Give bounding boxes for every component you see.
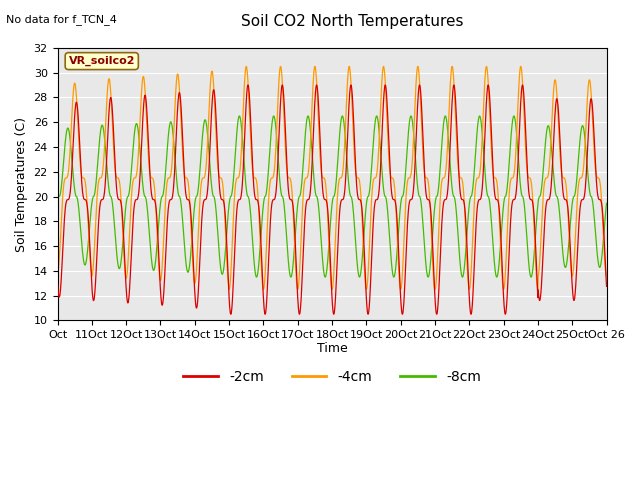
Y-axis label: Soil Temperatures (C): Soil Temperatures (C) [15, 117, 28, 252]
Text: VR_soilco2: VR_soilco2 [68, 56, 135, 66]
Legend: -2cm, -4cm, -8cm: -2cm, -4cm, -8cm [178, 365, 486, 390]
Text: Soil CO2 North Temperatures: Soil CO2 North Temperatures [241, 14, 463, 29]
X-axis label: Time: Time [317, 342, 348, 355]
Text: No data for f_TCN_4: No data for f_TCN_4 [6, 14, 117, 25]
